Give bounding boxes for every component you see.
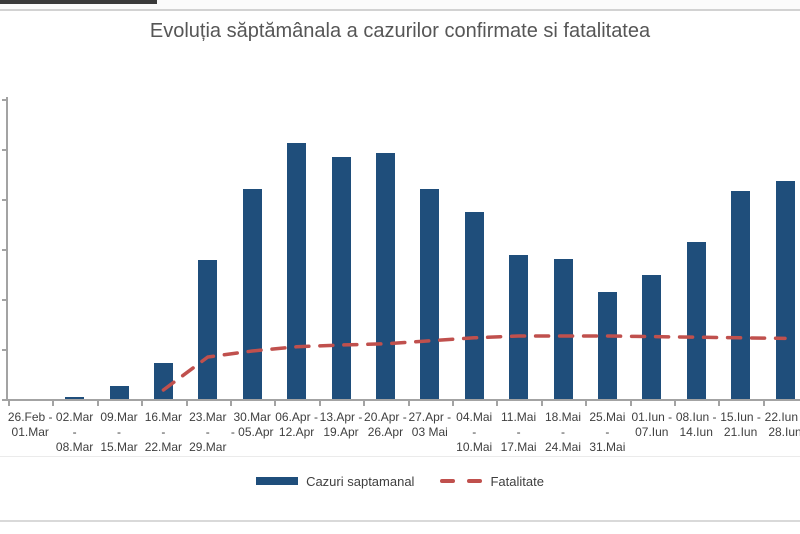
- cases-bar: [642, 275, 662, 399]
- dash-segment: [440, 479, 456, 483]
- top-divider: [0, 9, 800, 11]
- x-axis-tick: [230, 401, 232, 406]
- y-axis-tick: [2, 249, 7, 251]
- x-axis-label: 25.Mai -31.Mai: [589, 410, 626, 454]
- cases-bar: [198, 260, 218, 399]
- cases-bar: [153, 363, 173, 399]
- x-axis-label: 23.Mar -29.Mar: [189, 410, 227, 454]
- x-axis-label: 11.Mai -17.Mai: [500, 410, 537, 454]
- x-axis-tick: [185, 401, 188, 406]
- fatality-line-path: [161, 334, 787, 392]
- y-axis-tick: [2, 299, 7, 301]
- x-axis-tick: [407, 401, 410, 406]
- x-axis-tick: [52, 401, 55, 406]
- fatality-legend-label: Fatalitate: [490, 473, 544, 489]
- x-axis-tick: [274, 401, 277, 406]
- cases-bar: [20, 398, 40, 399]
- y-axis-tick: [2, 99, 7, 101]
- top-strip: [0, 0, 800, 9]
- cases-legend-swatch-icon: [256, 477, 299, 485]
- x-axis-label: 20.Apr -26.Apr: [364, 410, 407, 439]
- x-axis-tick: [452, 401, 454, 406]
- x-axis-tick: [318, 401, 321, 406]
- y-axis-tick: [2, 149, 7, 151]
- chart-title: Evoluția săptămânala a cazurilor confirm…: [149, 20, 651, 42]
- x-axis-tick: [674, 401, 676, 406]
- x-axis-tick: [629, 401, 632, 406]
- x-axis-tick: [363, 401, 366, 406]
- cases-bar: [464, 212, 484, 399]
- legend: Cazuri saptamanal Fatalitate: [0, 468, 800, 494]
- y-axis-tick: [2, 399, 7, 401]
- x-axis-label: 08.Iun -14.Iun: [675, 410, 717, 439]
- legend-item-fatality: Fatalitate: [440, 473, 544, 489]
- x-axis-tick: [762, 401, 765, 406]
- cases-legend-label: Cazuri saptamanal: [306, 473, 415, 489]
- top-left-dark-bar: [0, 0, 157, 4]
- faint-divider: [0, 456, 800, 457]
- x-axis-label: 15.Iun -21.Iun: [720, 410, 761, 439]
- x-axis-label: 13.Apr -19.Apr: [319, 410, 363, 439]
- x-axis-label: 26.Feb -01.Mar: [7, 410, 53, 439]
- cases-bar: [420, 189, 440, 399]
- x-axis-label: 01.Iun -07.Iun: [631, 410, 673, 439]
- x-axis-label: 18.Mai -24.Mai: [544, 410, 582, 454]
- x-axis-tick: [141, 401, 144, 406]
- bottom-divider: [0, 520, 800, 522]
- x-axis-label: 09.Mar -15.Mar: [100, 410, 138, 454]
- x-axis-tick: [540, 401, 543, 406]
- x-axis-label: 02.Mar -08.Mar: [55, 410, 94, 454]
- x-axis-label: 22.Iun -28.Iun: [764, 410, 800, 439]
- cases-bar: [597, 292, 617, 399]
- x-axis: [6, 399, 800, 401]
- x-axis-tick: [96, 401, 99, 406]
- cases-bar: [331, 157, 351, 399]
- x-axis-tick: [718, 401, 721, 406]
- cases-bar: [553, 259, 573, 399]
- x-axis-tick: [496, 401, 499, 406]
- cases-bar: [65, 397, 85, 399]
- x-axis-label: 16.Mar -22.Mar: [144, 410, 183, 454]
- x-axis-label: 30.Mar - 05.Apr: [230, 410, 274, 439]
- cases-bar: [731, 191, 751, 399]
- legend-item-cases: Cazuri saptamanal: [256, 474, 414, 489]
- dash-segment: [467, 479, 483, 483]
- x-axis-label: 04.Mai -10.Mai: [456, 410, 493, 454]
- x-axis-label: 06.Apr -12.Apr: [275, 410, 318, 439]
- fatality-legend-dash-icon: [440, 479, 483, 483]
- cases-bar: [686, 242, 706, 399]
- y-axis: [6, 97, 8, 401]
- cases-bar: [287, 143, 307, 399]
- x-axis-label: 27.Apr -03 Mai: [408, 410, 452, 439]
- y-axis-tick: [2, 199, 7, 201]
- y-axis-tick: [2, 349, 7, 351]
- x-axis-tick: [585, 401, 588, 406]
- cases-bar: [109, 386, 129, 399]
- cases-bar: [375, 153, 395, 399]
- cases-bar: [242, 189, 262, 399]
- cases-bar: [775, 181, 795, 399]
- cases-bar: [509, 255, 529, 399]
- x-axis-tick: [8, 401, 10, 406]
